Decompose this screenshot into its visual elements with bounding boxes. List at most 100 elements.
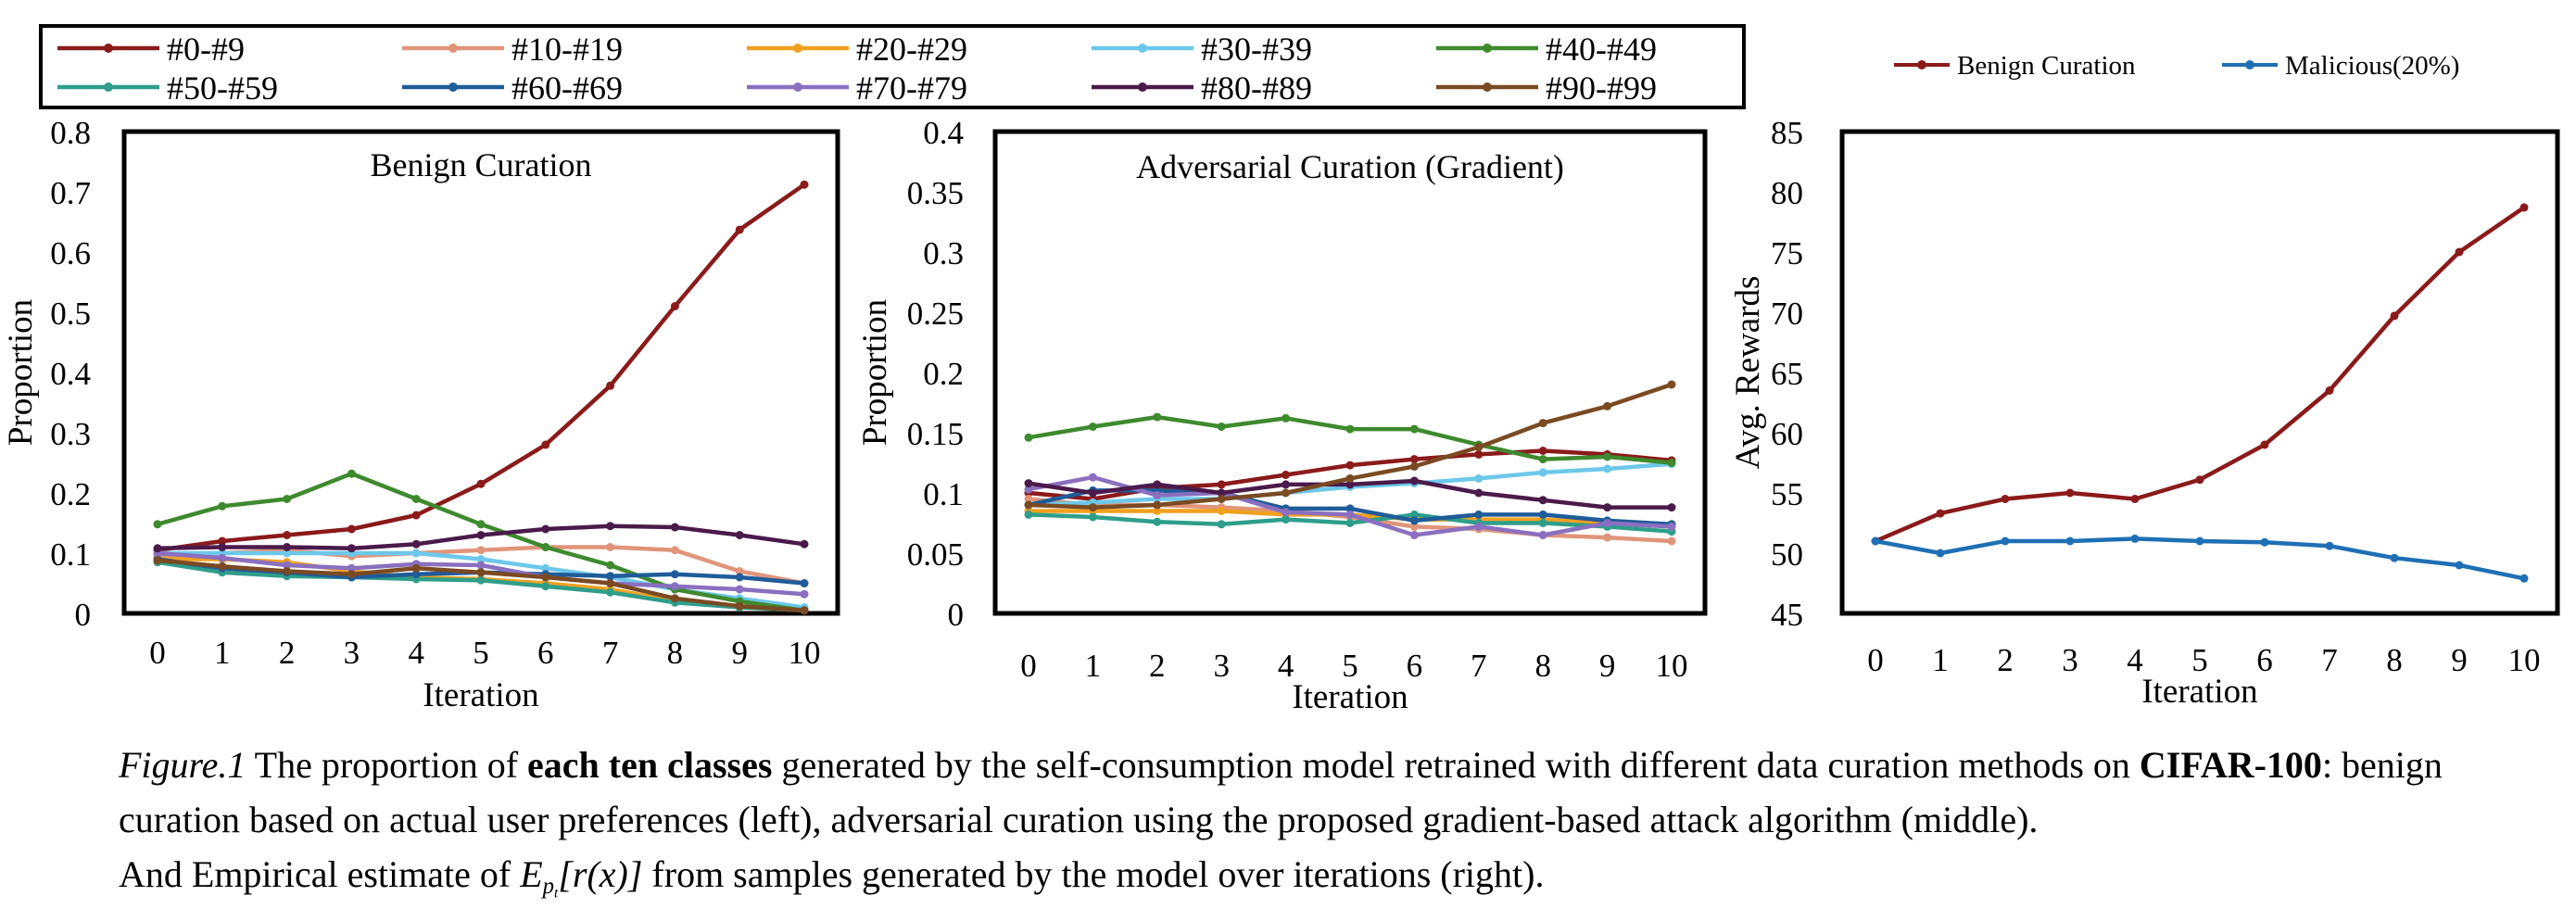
x-tick-label: 0 <box>149 635 166 671</box>
data-point <box>541 582 550 591</box>
x-tick-label: 8 <box>667 635 684 671</box>
y-tick-label: 0.7 <box>50 175 91 211</box>
data-point <box>670 582 679 591</box>
data-point <box>218 536 227 546</box>
legend-label: #40-#49 <box>1546 31 1657 68</box>
caption-bold-2: CIFAR-100 <box>2139 744 2322 786</box>
data-point <box>1538 455 1547 464</box>
legend-marker <box>1483 82 1492 92</box>
legend-label: #70-#79 <box>856 69 967 107</box>
y-tick-label: 0.4 <box>923 115 964 151</box>
data-point <box>283 531 292 539</box>
legend-item-0-9: #0-#9 <box>57 31 245 68</box>
x-axis-label: Iteration <box>423 676 538 714</box>
data-point <box>1345 510 1355 519</box>
data-point <box>606 381 615 390</box>
data-point <box>283 543 292 551</box>
data-point <box>1409 510 1419 519</box>
series-80-89 <box>1024 476 1676 512</box>
data-point <box>347 524 356 534</box>
data-point <box>606 561 615 570</box>
caption-text-3: : benign curation based on actual user p… <box>119 744 2443 840</box>
legend-marker <box>1138 44 1147 53</box>
data-point <box>1345 519 1355 527</box>
caption-math-rest: [r(x)] <box>558 853 643 895</box>
data-point <box>541 524 550 534</box>
y-tick-label: 50 <box>1771 536 1803 573</box>
plot-frame <box>121 129 840 616</box>
legend-label: #60-#69 <box>511 69 623 107</box>
x-tick-label: 3 <box>344 635 360 671</box>
data-point <box>411 495 421 503</box>
x-tick-label: 7 <box>1471 648 1487 684</box>
data-point <box>476 479 486 488</box>
data-point <box>1088 423 1097 431</box>
data-point <box>1088 488 1097 498</box>
data-point <box>800 579 809 587</box>
legend-label: #90-#99 <box>1546 69 1657 107</box>
data-point <box>347 570 356 579</box>
chart-adversarial-curation: 0 0.05 0.1 0.15 0.2 0.25 0.3 0.35 0.4 0 1 2 3 4 5 6 7 8 9 1… <box>856 115 1708 716</box>
legend-label: Malicious(20%) <box>2285 51 2459 81</box>
data-point <box>1024 500 1033 510</box>
data-point <box>541 440 550 449</box>
x-tick-label: 3 <box>1213 648 1230 684</box>
data-point <box>347 544 356 553</box>
caption-figure-label: Figure.1 <box>119 744 246 786</box>
x-tick-label: 6 <box>1407 648 1423 684</box>
data-point <box>1217 423 1226 431</box>
caption-text-4: And Empirical estimate of <box>119 853 521 895</box>
data-point <box>606 543 615 551</box>
data-point <box>1603 519 1612 527</box>
y-tick-label: 0.3 <box>923 235 964 271</box>
legend-item-50-59: #50-#59 <box>57 69 278 107</box>
caption-math-sub: pt <box>543 874 559 902</box>
data-point <box>1474 449 1484 459</box>
data-point <box>1871 536 1880 546</box>
data-point <box>218 561 227 571</box>
data-point <box>1153 500 1162 510</box>
legend-item-20-29: #20-#29 <box>747 31 967 68</box>
data-point <box>1345 480 1355 489</box>
rewards-legend: Benign Curation Malicious(20%) <box>1894 51 2459 81</box>
data-point <box>1024 510 1033 519</box>
x-tick-label: 10 <box>1656 648 1688 684</box>
legend-item-80-89: #80-#89 <box>1092 69 1312 107</box>
plot-frame <box>1839 129 2560 616</box>
y-tick-label: 0.05 <box>907 536 964 573</box>
x-tick-label: 8 <box>1534 648 1551 684</box>
x-tick-label: 1 <box>214 635 231 671</box>
data-point <box>2455 561 2464 570</box>
data-point <box>1603 533 1612 542</box>
legend-item-90-99: #90-#99 <box>1436 69 1657 107</box>
x-tick-label: 6 <box>2256 642 2273 678</box>
legend-label: #20-#29 <box>856 31 967 68</box>
data-point <box>1538 519 1547 527</box>
x-tick-label: 1 <box>1085 648 1102 684</box>
data-point <box>476 520 486 529</box>
data-point <box>1667 536 1676 546</box>
data-point <box>1345 424 1355 434</box>
x-tick-label: 9 <box>731 635 748 671</box>
legend-marker <box>793 82 802 92</box>
data-point <box>1409 461 1419 471</box>
x-axis-label: Iteration <box>1292 678 1408 716</box>
plot-frame <box>992 129 1708 616</box>
series-70-79 <box>153 549 809 599</box>
data-point <box>153 520 162 529</box>
x-tick-label: 5 <box>1342 648 1358 684</box>
series-90-99 <box>1024 380 1676 512</box>
data-point <box>606 579 615 587</box>
y-tick-label: 60 <box>1771 416 1803 452</box>
data-point <box>670 523 679 532</box>
data-point <box>735 225 744 234</box>
y-tick-label: 0.3 <box>50 416 91 452</box>
y-tick-label: 0.1 <box>50 536 91 573</box>
data-point <box>347 469 356 478</box>
data-point <box>1153 480 1162 489</box>
data-point <box>1667 522 1676 531</box>
data-point <box>2195 536 2204 546</box>
data-point <box>2390 553 2399 562</box>
caption-text-2: generated by the self-consumption model … <box>772 744 2140 786</box>
caption-bold-1: each ten classes <box>527 744 773 786</box>
